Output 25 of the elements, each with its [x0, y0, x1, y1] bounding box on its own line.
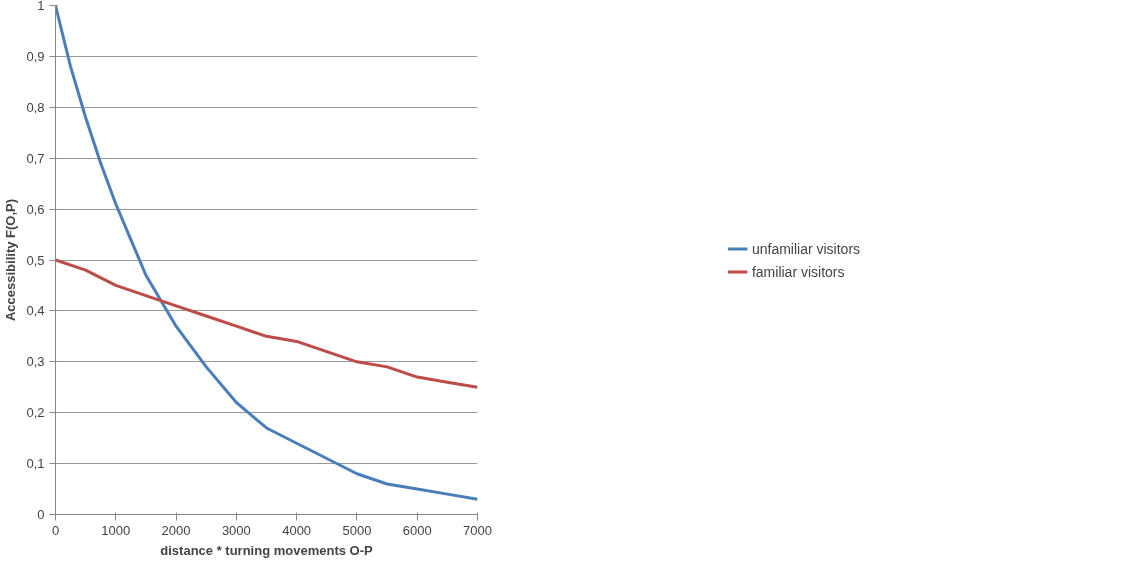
y-tick-label: 1	[37, 0, 45, 13]
x-tick-label: 7000	[463, 522, 492, 538]
y-tick-label: 0	[37, 507, 45, 522]
x-tick-label: 6000	[402, 522, 432, 538]
legend-label: familiar visitors	[751, 263, 845, 279]
x-tick-label: 2000	[161, 522, 191, 538]
y-tick-label: 0,2	[26, 405, 45, 421]
y-tick-label: 0,3	[26, 354, 45, 370]
y-tick-label: 0,4	[26, 303, 45, 319]
y-tick-label: 0,9	[26, 48, 45, 64]
x-tick-label: 5000	[342, 522, 372, 538]
x-tick-label: 0	[51, 522, 60, 538]
y-tick-label: 0,8	[26, 99, 45, 115]
line-series	[55, 5, 478, 501]
x-tick-label: 3000	[221, 522, 251, 538]
line-series	[55, 258, 478, 389]
y-tick-label: 0,7	[26, 150, 45, 166]
x-axis-title: distance * turning movements O-P	[160, 542, 374, 558]
x-tick-label: 4000	[282, 522, 312, 538]
x-tick-label: 1000	[101, 522, 131, 538]
y-tick-label: 0,1	[26, 456, 45, 472]
legend-label: unfamiliar visitors	[751, 240, 861, 256]
y-tick-label: 0,5	[26, 252, 45, 268]
y-axis-title: Accessibility F(O,P)	[3, 198, 19, 322]
y-tick-label: 0,6	[26, 201, 45, 217]
